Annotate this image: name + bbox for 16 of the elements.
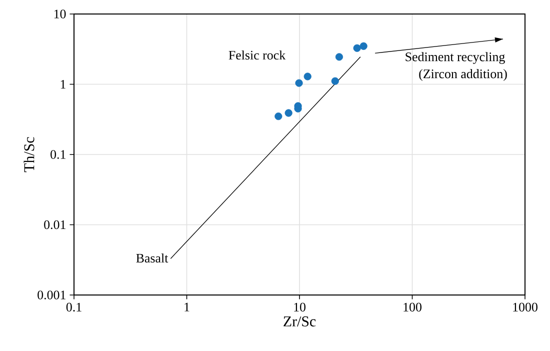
annotation: Basalt <box>136 253 168 263</box>
y-tick-label: 0.01 <box>44 220 66 230</box>
annotation: Felsic rock <box>228 50 286 60</box>
y-tick-label: 0.001 <box>38 290 66 300</box>
y-tick-label: 10 <box>54 10 66 18</box>
x-tick-label: 10 <box>294 302 306 312</box>
x-tick-label: 1 <box>184 302 190 312</box>
y-tick-label: 1 <box>60 80 66 89</box>
x-tick-label: 1000 <box>513 302 538 312</box>
annotation: (Zircon addition) <box>419 69 507 81</box>
x-tick-label: 100 <box>404 302 422 312</box>
x-tick-label: 0.1 <box>66 302 82 312</box>
annotation: Sediment recycling <box>406 52 505 64</box>
x-axis-title: Zr/Sc <box>284 316 316 326</box>
y-axis-title: Th/Sc <box>24 137 34 172</box>
y-tick-label: 0.1 <box>50 150 66 159</box>
